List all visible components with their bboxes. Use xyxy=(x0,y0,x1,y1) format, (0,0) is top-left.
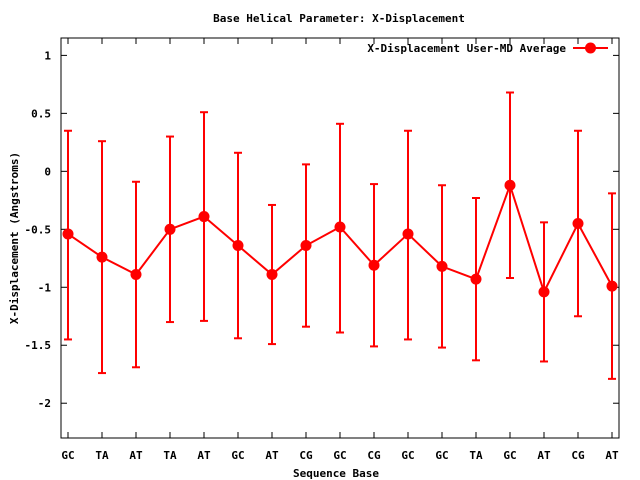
x-tick-label: GC xyxy=(435,449,448,462)
y-tick-label: 0.5 xyxy=(31,107,51,120)
y-axis-label: X-Displacement (Angstroms) xyxy=(8,152,21,324)
legend-label: X-Displacement User-MD Average xyxy=(367,42,566,55)
legend-marker xyxy=(585,42,596,54)
y-tick-label: -0.5 xyxy=(25,223,52,236)
data-point xyxy=(334,221,346,233)
data-point xyxy=(402,228,414,240)
x-tick-label: CG xyxy=(571,449,585,462)
data-point xyxy=(198,211,210,223)
x-tick-label: GC xyxy=(61,449,74,462)
data-point xyxy=(96,251,108,263)
x-tick-label: TA xyxy=(163,449,177,462)
x-tick-label: CG xyxy=(299,449,313,462)
data-point xyxy=(164,223,176,235)
y-tick-label: -2 xyxy=(38,397,51,410)
x-tick-label: AT xyxy=(197,449,211,462)
data-point xyxy=(436,260,448,272)
x-tick-label: GC xyxy=(503,449,516,462)
data-point xyxy=(300,240,312,252)
x-axis-label: Sequence Base xyxy=(293,467,379,480)
x-tick-label: GC xyxy=(231,449,244,462)
series-layer xyxy=(62,91,618,380)
data-point xyxy=(504,179,516,191)
legend: X-Displacement User-MD Average xyxy=(367,42,608,55)
x-tick-label: AT xyxy=(129,449,143,462)
x-tick-label: GC xyxy=(333,449,346,462)
data-point xyxy=(368,259,380,271)
data-point xyxy=(232,240,244,252)
y-tick-label: -1 xyxy=(38,281,52,294)
x-tick-label: AT xyxy=(605,449,619,462)
data-point xyxy=(62,228,74,240)
x-tick-label: TA xyxy=(469,449,483,462)
chart-title: Base Helical Parameter: X-Displacement xyxy=(213,12,465,25)
data-point xyxy=(470,273,482,285)
y-axis: 1 0.5 0 -0.5 -1 -1.5 -2 xyxy=(25,49,619,410)
data-point xyxy=(538,286,550,298)
data-point xyxy=(130,269,142,281)
data-point xyxy=(572,218,584,230)
x-tick-label: GC xyxy=(401,449,414,462)
x-tick-label: TA xyxy=(95,449,109,462)
y-tick-label: 0 xyxy=(44,165,51,178)
data-point xyxy=(266,269,278,281)
x-tick-label: CG xyxy=(367,449,381,462)
y-tick-label: 1 xyxy=(44,49,51,62)
x-tick-label: AT xyxy=(537,449,551,462)
data-point xyxy=(606,280,618,292)
y-tick-label: -1.5 xyxy=(25,339,52,352)
x-axis: GC TA AT TA AT GC AT CG GC CG GC GC TA GC AT CG AT xyxy=(61,38,619,462)
x-tick-label: AT xyxy=(265,449,279,462)
